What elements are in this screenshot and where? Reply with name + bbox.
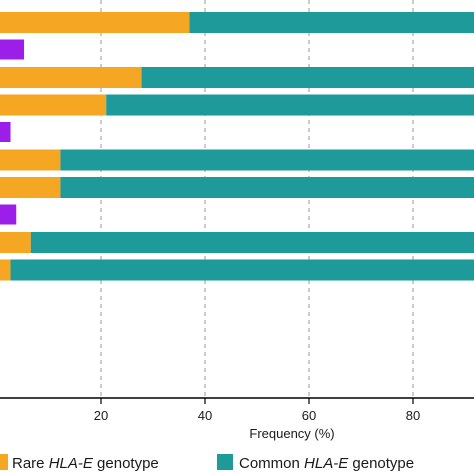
x-ticks: 20 40 60 80 — [94, 398, 420, 423]
legend-label-rare: Rare HLA-E genotype — [12, 455, 159, 472]
x-tick-label-80: 80 — [406, 408, 420, 423]
x-axis-title: Frequency (%) — [249, 426, 334, 441]
bar-rare-row-1 — [0, 12, 190, 33]
bar-common-row-9 — [30, 232, 474, 253]
bar-layer — [0, 12, 474, 281]
legend: Rare HLA-E genotype Common HLA-E genotype — [0, 454, 414, 472]
legend-swatch-common — [217, 454, 233, 470]
bar-rare-row-9 — [0, 232, 31, 253]
legend-label-common: Common HLA-E genotype — [239, 455, 414, 472]
bar-common-row-6 — [60, 149, 474, 171]
x-tick-label-20: 20 — [94, 408, 108, 423]
bar-common-row-4 — [106, 94, 474, 116]
bar-rare-row-3 — [0, 67, 142, 88]
x-tick-label-60: 60 — [302, 408, 316, 423]
bar-common-row-7 — [60, 177, 474, 198]
bar-third-row-2 — [0, 39, 25, 60]
x-tick-label-40: 40 — [198, 408, 212, 423]
bar-rare-row-10 — [0, 259, 11, 281]
grid-layer — [100, 0, 414, 398]
legend-swatch-rare — [0, 454, 8, 470]
bar-common-row-3 — [141, 67, 474, 88]
bar-common-row-1 — [189, 12, 474, 33]
bar-rare-row-4 — [0, 94, 107, 116]
bar-rare-row-6 — [0, 149, 61, 171]
bar-common-row-10 — [10, 259, 474, 281]
bar-third-row-8 — [0, 204, 17, 225]
bar-third-row-5 — [0, 122, 11, 142]
bar-rare-row-7 — [0, 177, 61, 198]
